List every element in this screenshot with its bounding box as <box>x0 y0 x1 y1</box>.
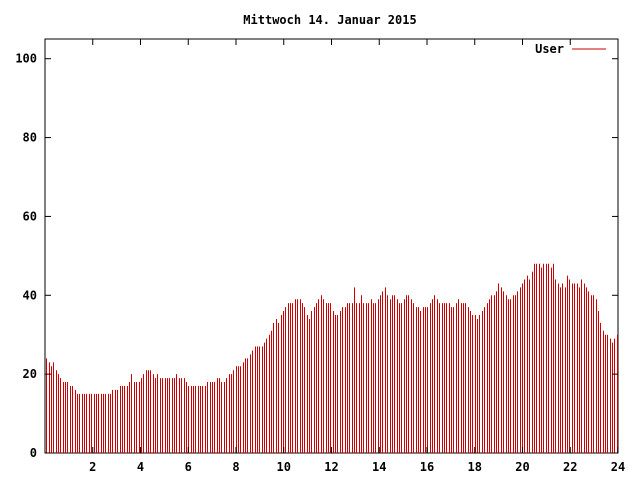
y-tick-label: 80 <box>23 131 37 145</box>
y-tick-label: 20 <box>23 367 37 381</box>
bars-group <box>46 263 618 453</box>
x-tick-label: 14 <box>372 460 386 474</box>
legend-label: User <box>535 42 564 56</box>
x-tick-label: 16 <box>420 460 434 474</box>
y-tick-label: 100 <box>15 52 37 66</box>
x-tick-label: 24 <box>611 460 625 474</box>
x-tick-label: 18 <box>468 460 482 474</box>
chart-title: Mittwoch 14. Januar 2015 <box>243 13 416 27</box>
x-axis: 2 4 6 8 10 12 14 16 18 20 22 24 <box>89 39 625 474</box>
y-tick-label: 0 <box>30 446 37 460</box>
x-tick-label: 2 <box>89 460 96 474</box>
x-tick-label: 10 <box>277 460 291 474</box>
x-tick-label: 6 <box>185 460 192 474</box>
x-tick-label: 4 <box>137 460 144 474</box>
x-tick-label: 12 <box>324 460 338 474</box>
x-tick-label: 20 <box>515 460 529 474</box>
x-tick-label: 8 <box>232 460 239 474</box>
y-tick-label: 60 <box>23 209 37 223</box>
x-tick-label: 22 <box>563 460 577 474</box>
legend: User <box>535 42 606 56</box>
y-tick-label: 40 <box>23 288 37 302</box>
y-axis: 0 20 40 60 80 100 <box>15 52 618 460</box>
